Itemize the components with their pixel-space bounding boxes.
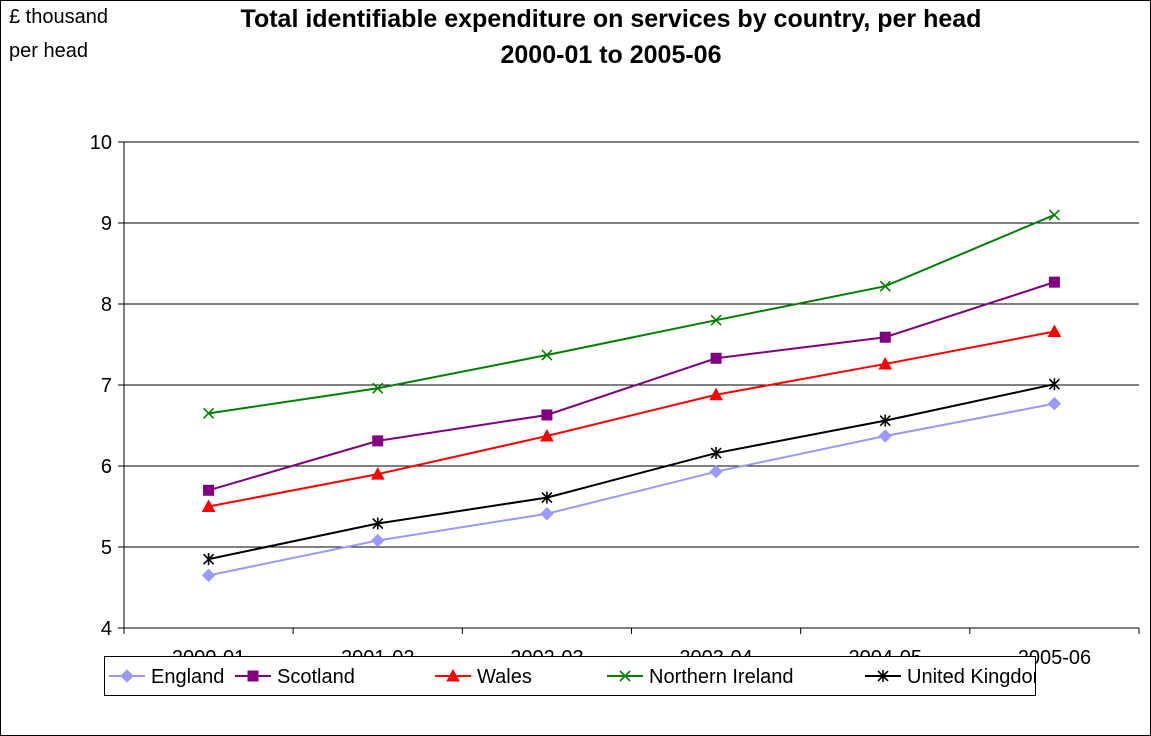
series-united-kingdom bbox=[203, 378, 1060, 566]
data-point-northern-ireland bbox=[203, 407, 215, 419]
legend-entry-united-kingdom: United Kingdom bbox=[865, 666, 1035, 688]
data-point-northern-ireland bbox=[710, 314, 722, 326]
legend-marker-wales bbox=[446, 668, 460, 682]
y-tick-label: 5 bbox=[101, 537, 112, 559]
data-point-united-kingdom bbox=[203, 553, 215, 566]
data-point-scotland bbox=[203, 484, 215, 496]
legend-label-england: England bbox=[151, 666, 224, 688]
data-point-scotland bbox=[372, 435, 384, 447]
data-point-england bbox=[878, 429, 892, 443]
data-point-united-kingdom bbox=[541, 491, 553, 504]
data-point-england bbox=[709, 464, 723, 479]
series-line-scotland bbox=[208, 281, 1055, 492]
data-point-wales bbox=[201, 499, 216, 512]
legend-entry-scotland: Scotland bbox=[235, 666, 355, 688]
series-northern-ireland bbox=[203, 209, 1060, 419]
series-line-wales bbox=[208, 330, 1055, 508]
series-line-northern-ireland bbox=[208, 213, 1055, 415]
data-point-northern-ireland bbox=[1048, 209, 1060, 221]
axes bbox=[118, 141, 1140, 634]
legend-label-wales: Wales bbox=[477, 666, 532, 688]
y-tick-label: 9 bbox=[101, 213, 112, 235]
data-point-england bbox=[201, 568, 216, 583]
data-point-wales bbox=[709, 387, 723, 401]
data-point-wales bbox=[878, 356, 893, 370]
legend-marker-england bbox=[120, 669, 134, 683]
legend-label-united-kingdom: United Kingdom bbox=[907, 666, 1035, 688]
series-scotland bbox=[203, 276, 1060, 496]
data-point-england bbox=[540, 507, 554, 521]
legend-marker-united-kingdom bbox=[877, 670, 889, 682]
series-england bbox=[201, 396, 1062, 583]
legend-entry-northern-ireland: Northern Ireland bbox=[607, 666, 794, 688]
y-axis-unit-line-1: £ thousand bbox=[9, 6, 108, 28]
legend-entry-england: England bbox=[109, 666, 224, 688]
data-point-wales bbox=[370, 467, 385, 480]
chart-title-line-1: Total identifiable expenditure on servic… bbox=[240, 5, 982, 33]
legend-entry-wales: Wales bbox=[435, 666, 532, 688]
y-tick-label: 7 bbox=[101, 375, 112, 397]
data-point-scotland bbox=[710, 352, 722, 364]
y-axis-unit-line-2: per head bbox=[9, 40, 88, 62]
series-lines bbox=[201, 209, 1062, 583]
legend: England Scotland Wales Northern Ireland Unit… bbox=[104, 656, 1036, 696]
data-point-northern-ireland bbox=[879, 280, 891, 292]
data-point-scotland bbox=[879, 331, 891, 343]
data-point-northern-ireland bbox=[372, 382, 384, 394]
x-tick-label: 2005-06 bbox=[1018, 647, 1091, 669]
y-tick-label: 10 bbox=[90, 132, 112, 154]
data-point-england bbox=[371, 533, 385, 548]
y-tick-label: 8 bbox=[101, 294, 112, 316]
chart-title-line-2: 2000-01 to 2005-06 bbox=[500, 41, 722, 69]
legend-marker-northern-ireland bbox=[619, 670, 631, 682]
data-point-northern-ireland bbox=[541, 349, 553, 361]
legend-marker-scotland bbox=[247, 670, 259, 682]
data-point-scotland bbox=[1048, 276, 1060, 288]
legend-label-northern-ireland: Northern Ireland bbox=[649, 666, 794, 688]
data-point-united-kingdom bbox=[710, 447, 722, 460]
data-point-united-kingdom bbox=[372, 517, 384, 530]
data-point-wales bbox=[1047, 324, 1062, 338]
legend-entries: England Scotland Wales Northern Ireland Unit… bbox=[109, 666, 1035, 688]
series-wales bbox=[201, 324, 1062, 512]
series-line-united-kingdom bbox=[208, 383, 1055, 561]
series-line-england bbox=[208, 402, 1055, 577]
y-tick-label: 6 bbox=[101, 456, 112, 478]
data-point-united-kingdom bbox=[879, 414, 891, 427]
data-point-england bbox=[1047, 396, 1062, 411]
data-point-united-kingdom bbox=[1048, 378, 1060, 391]
gridlines bbox=[124, 141, 1139, 548]
data-point-wales bbox=[540, 428, 554, 442]
legend-label-scotland: Scotland bbox=[277, 666, 355, 688]
y-tick-label: 4 bbox=[101, 618, 112, 640]
data-point-scotland bbox=[541, 409, 553, 421]
